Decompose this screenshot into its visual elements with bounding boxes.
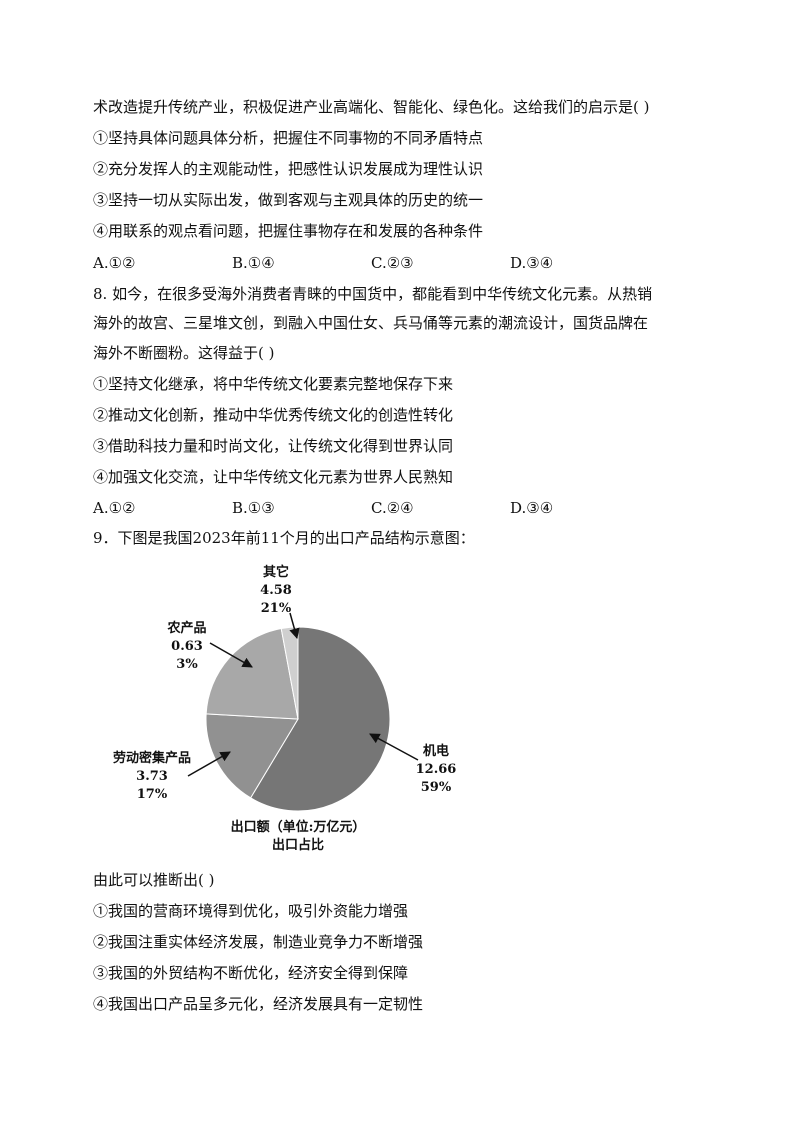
q7-stem: 术改造提升传统产业，积极促进产业高端化、智能化、绿色化。这给我们的启示是( ) bbox=[93, 98, 650, 116]
q7-item-2: ②充分发挥人的主观能动性，把感性认识发展成为理性认识 bbox=[93, 160, 484, 178]
q8-stem-3: 海外不断圈粉。这得益于( ) bbox=[93, 344, 275, 362]
q7-option-c: C.②③ bbox=[371, 254, 414, 272]
q8-option-a: A.①② bbox=[93, 499, 136, 517]
label-labor-name: 劳动密集产品 bbox=[113, 750, 191, 766]
arrow-mech bbox=[369, 733, 419, 761]
q7-item-4: ④用联系的观点看问题，把握住事物存在和发展的各种条件 bbox=[93, 222, 484, 240]
chart-caption-1: 出口额（单位:万亿元） bbox=[231, 819, 366, 835]
q8-item-4: ④加强文化交流，让中华传统文化元素为世界人民熟知 bbox=[93, 468, 454, 486]
label-agri-value: 0.63 bbox=[171, 639, 203, 654]
label-agri-percent: 3% bbox=[176, 657, 198, 672]
arrow-other bbox=[289, 612, 300, 640]
q8-option-c: C.②④ bbox=[371, 499, 414, 517]
q9-prompt: 由此可以推断出( ) bbox=[93, 871, 215, 889]
q8-item-3: ③借助科技力量和时尚文化，让传统文化得到世界认同 bbox=[93, 437, 454, 455]
q9-stem: 9．下图是我国2023年前11个月的出口产品结构示意图： bbox=[93, 529, 475, 547]
label-other-value: 4.58 bbox=[260, 583, 292, 598]
chart-caption-2: 出口占比 bbox=[272, 837, 324, 853]
q8-item-1: ①坚持文化继承，将中华传统文化要素完整地保存下来 bbox=[93, 375, 454, 393]
q9-item-2: ②我国注重实体经济发展，制造业竞争力不断增强 bbox=[93, 933, 424, 951]
label-other-percent: 21% bbox=[261, 601, 292, 616]
label-mech-value: 12.66 bbox=[416, 762, 457, 777]
q7-option-a: A.①② bbox=[93, 254, 136, 272]
arrow-agri bbox=[209, 642, 253, 668]
label-other-name: 其它 bbox=[263, 564, 289, 580]
arrow-labor bbox=[187, 751, 231, 777]
q7-item-1: ①坚持具体问题具体分析，把握住不同事物的不同矛盾特点 bbox=[93, 129, 484, 147]
q8-option-b: B.①③ bbox=[232, 499, 275, 517]
q9-item-4: ④我国出口产品呈多元化，经济发展具有一定韧性 bbox=[93, 995, 424, 1013]
label-labor-value: 3.73 bbox=[136, 769, 168, 784]
label-mech-percent: 59% bbox=[421, 780, 452, 795]
label-agri-name: 农产品 bbox=[166, 620, 206, 636]
q9-item-1: ①我国的营商环境得到优化，吸引外资能力增强 bbox=[93, 902, 409, 920]
q8-item-2: ②推动文化创新，推动中华优秀传统文化的创造性转化 bbox=[93, 406, 454, 424]
q9-item-3: ③我国的外贸结构不断优化，经济安全得到保障 bbox=[93, 964, 409, 982]
label-labor-percent: 17% bbox=[137, 787, 168, 802]
export-pie-chart: 其它 4.58 21% 农产品 0.63 3% 劳动密集产品 3.73 17% … bbox=[113, 564, 457, 853]
q8-option-d: D.③④ bbox=[510, 499, 554, 517]
pie-slice-2 bbox=[205, 627, 299, 720]
label-mech-name: 机电 bbox=[423, 743, 449, 759]
q8-stem-1: 8. 如今，在很多受海外消费者青睐的中国货中，都能看到中华传统文化元素。从热销 bbox=[93, 285, 653, 303]
pie-slice-1 bbox=[205, 713, 299, 799]
q8-stem-2: 海外的故宫、三星堆文创，到融入中国仕女、兵马俑等元素的潮流设计，国货品牌在 bbox=[93, 314, 649, 332]
q7-item-3: ③坚持一切从实际出发，做到客观与主观具体的历史的统一 bbox=[93, 191, 484, 209]
q7-option-d: D.③④ bbox=[510, 254, 554, 272]
q7-option-b: B.①④ bbox=[232, 254, 275, 272]
pie-slice-3 bbox=[280, 626, 299, 720]
